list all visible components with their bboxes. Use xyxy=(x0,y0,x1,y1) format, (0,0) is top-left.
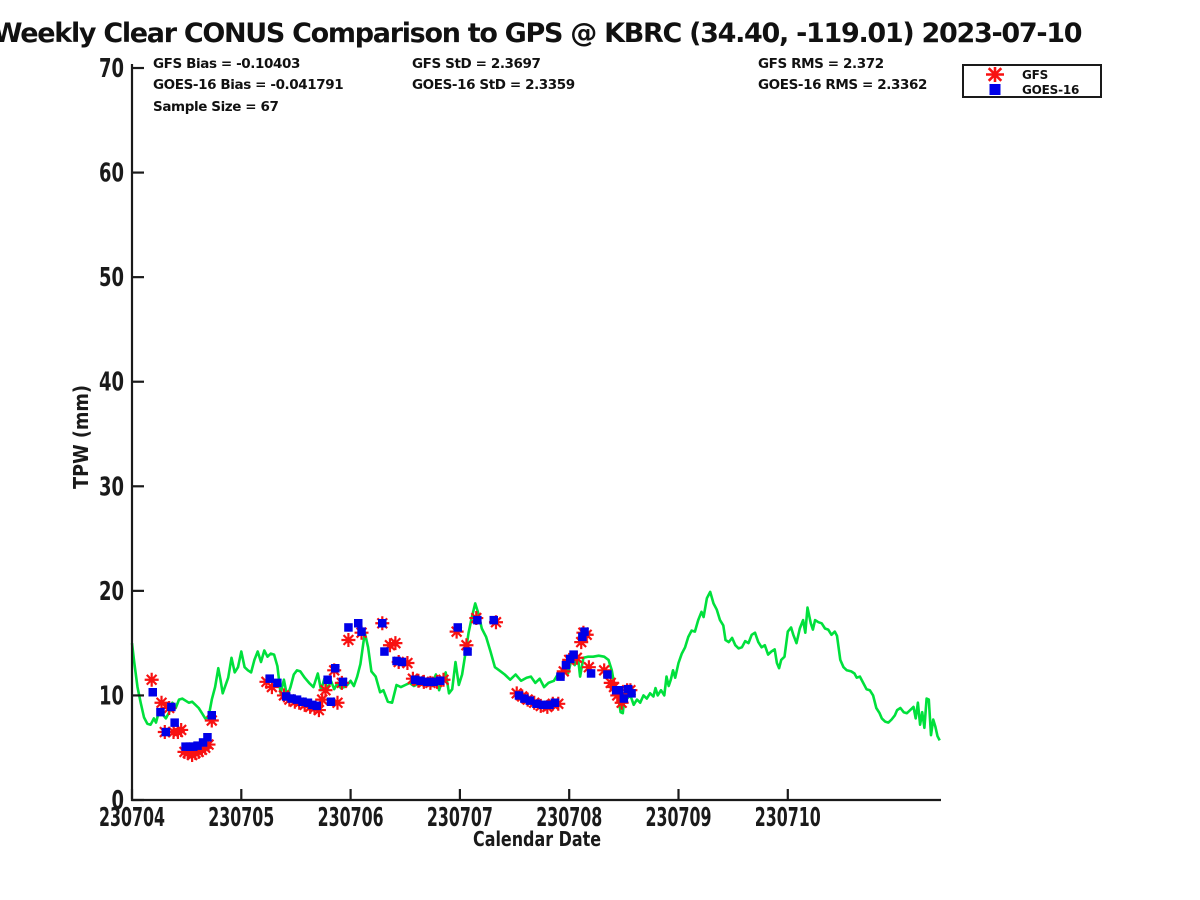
goes16-marker xyxy=(514,691,524,700)
goes16-marker xyxy=(619,694,629,703)
x-axis-label: Calendar Date xyxy=(473,827,601,851)
goes16-marker xyxy=(273,678,282,688)
x-tick-label: 230708 xyxy=(536,803,602,833)
y-tick-label: 40 xyxy=(99,368,124,398)
gfs-markers xyxy=(144,611,638,763)
goes16-marker xyxy=(429,677,438,687)
goes16-square-icon xyxy=(989,84,1001,95)
goes16-marker xyxy=(326,697,336,706)
goes16-marker xyxy=(181,742,190,751)
goes16-marker xyxy=(416,676,425,685)
gfs-asterisk-icon xyxy=(986,67,1004,82)
goes16-marker xyxy=(473,615,482,625)
goes16-marker xyxy=(287,694,296,703)
square-glyph xyxy=(989,84,1001,95)
stat-goes-std: GOES-16 StD = 2.3359 xyxy=(412,77,575,93)
goes16-marker xyxy=(167,702,176,712)
y-tick-label: 0 xyxy=(112,786,125,816)
goes16-marker xyxy=(545,700,554,710)
goes16-marker xyxy=(463,647,472,656)
x-tick-label: 230704 xyxy=(99,803,165,833)
legend-item-goes16: GOES-16 xyxy=(964,82,1100,97)
goes16-marker xyxy=(193,741,202,750)
goes16-marker xyxy=(203,733,212,742)
goes16-marker xyxy=(410,675,420,684)
goes16-marker xyxy=(525,696,535,705)
goes16-marker xyxy=(331,664,340,673)
legend-label-goes16: GOES-16 xyxy=(1022,82,1080,97)
stat-gfs-rms: GFS RMS = 2.372 xyxy=(758,56,884,72)
goes16-marker xyxy=(561,660,571,670)
goes16-marker xyxy=(198,738,208,747)
goes16-marker xyxy=(453,623,462,632)
stat-sample-size: Sample Size = 67 xyxy=(153,99,279,115)
legend: GFS GOES-16 xyxy=(962,64,1102,98)
goes16-marker xyxy=(170,718,179,727)
goes16-marker xyxy=(397,657,407,667)
goes16-marker xyxy=(281,692,291,701)
goes16-marker xyxy=(357,627,366,636)
x-tick-label: 230705 xyxy=(208,803,274,833)
goes16-marker xyxy=(312,701,321,711)
y-tick-label: 10 xyxy=(99,681,124,711)
stat-gfs-bias: GFS Bias = -0.10403 xyxy=(153,56,300,72)
goes16-marker xyxy=(569,650,578,659)
goes16-marker xyxy=(580,627,589,636)
goes16-marker xyxy=(156,707,165,717)
goes16-marker xyxy=(550,698,560,707)
x-tick-label: 230710 xyxy=(755,803,821,833)
goes16-marker xyxy=(556,672,565,681)
goes16-marker xyxy=(627,689,636,698)
asterisk-glyph xyxy=(986,67,1004,82)
goes16-marker xyxy=(392,656,401,666)
goes16-marker xyxy=(298,697,307,706)
chart-title: Weekly Clear CONUS Comparison to GPS @ K… xyxy=(0,18,1083,49)
goes16-marker xyxy=(344,623,353,632)
gps-line xyxy=(130,590,941,742)
goes16-marker xyxy=(354,619,363,628)
goes16-marker xyxy=(161,727,171,737)
goes16-marker xyxy=(189,742,198,751)
y-tick-label: 50 xyxy=(99,263,124,293)
goes16-marker xyxy=(520,694,529,703)
stat-goes-bias: GOES-16 Bias = -0.041791 xyxy=(153,77,344,93)
legend-item-gfs: GFS xyxy=(964,67,1100,82)
goes16-marker xyxy=(586,669,596,678)
goes16-marker xyxy=(538,700,548,710)
stat-gfs-std: GFS StD = 2.3697 xyxy=(412,56,541,72)
goes16-marker xyxy=(380,647,389,656)
y-axis-label: TPW (mm) xyxy=(69,385,93,489)
goes16-marker xyxy=(578,632,587,642)
y-tick-label: 20 xyxy=(99,577,124,607)
goes16-marker xyxy=(489,615,498,625)
goes16-marker xyxy=(303,698,313,707)
goes16-marker xyxy=(292,695,302,704)
x-tick-label: 230709 xyxy=(646,803,712,833)
goes16-marker xyxy=(378,619,387,628)
legend-label-gfs: GFS xyxy=(1022,67,1049,82)
x-tick-label: 230707 xyxy=(427,803,493,833)
goes16-markers xyxy=(148,615,636,751)
y-tick-label: 30 xyxy=(99,472,124,502)
goes16-marker xyxy=(603,670,612,679)
goes16-marker xyxy=(148,688,157,697)
goes16-marker xyxy=(308,700,317,710)
goes16-marker xyxy=(436,676,445,685)
goes16-marker xyxy=(265,674,274,683)
y-tick-label: 60 xyxy=(99,159,124,189)
y-tick-label: 70 xyxy=(99,54,124,84)
goes16-marker xyxy=(338,677,348,687)
goes16-marker xyxy=(615,686,624,695)
goes16-marker xyxy=(207,711,216,720)
goes16-marker xyxy=(422,677,432,687)
x-tick-label: 230706 xyxy=(318,803,384,833)
goes16-marker xyxy=(323,675,332,684)
stat-goes-rms: GOES-16 RMS = 2.3362 xyxy=(758,77,927,93)
goes16-marker xyxy=(532,699,541,708)
